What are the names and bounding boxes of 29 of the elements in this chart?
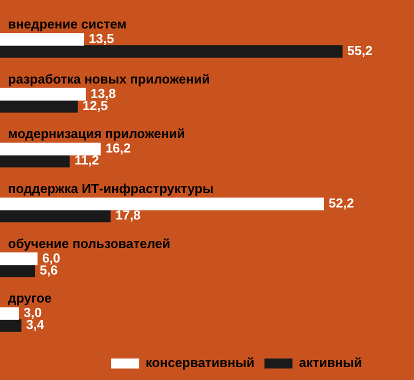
bar [0,210,111,222]
bar [0,142,101,156]
data-label: 6,0 [42,250,60,266]
y-tick-label: разработка новых приложений [8,71,210,86]
bar [0,198,324,210]
y-tick-label: модернизация приложений [8,126,185,142]
data-label: 13,8 [90,86,116,101]
bar [0,100,78,113]
bar [0,264,36,278]
bar [0,33,84,46]
bar [0,319,22,332]
y-tick-label: другое [8,290,52,306]
y-tick-label: обучение пользователей [8,236,170,251]
data-label: 13,5 [88,30,114,46]
legend-label: активный [298,355,362,370]
bar [0,252,38,266]
data-label: 16,2 [105,140,131,156]
y-tick-label: поддержка ИТ-инфраструктуры [8,180,214,196]
data-label: 3,0 [24,305,42,320]
data-label: 11,2 [74,152,100,168]
bar [0,154,70,168]
bar [0,88,86,101]
bar [0,45,343,58]
data-label: 52,2 [328,195,354,210]
data-label: 17,8 [115,207,141,222]
legend-label: консервативный [146,355,254,370]
bar [0,307,19,320]
y-tick-label: внедрение систем [8,16,127,32]
data-label: 55,2 [347,42,373,58]
